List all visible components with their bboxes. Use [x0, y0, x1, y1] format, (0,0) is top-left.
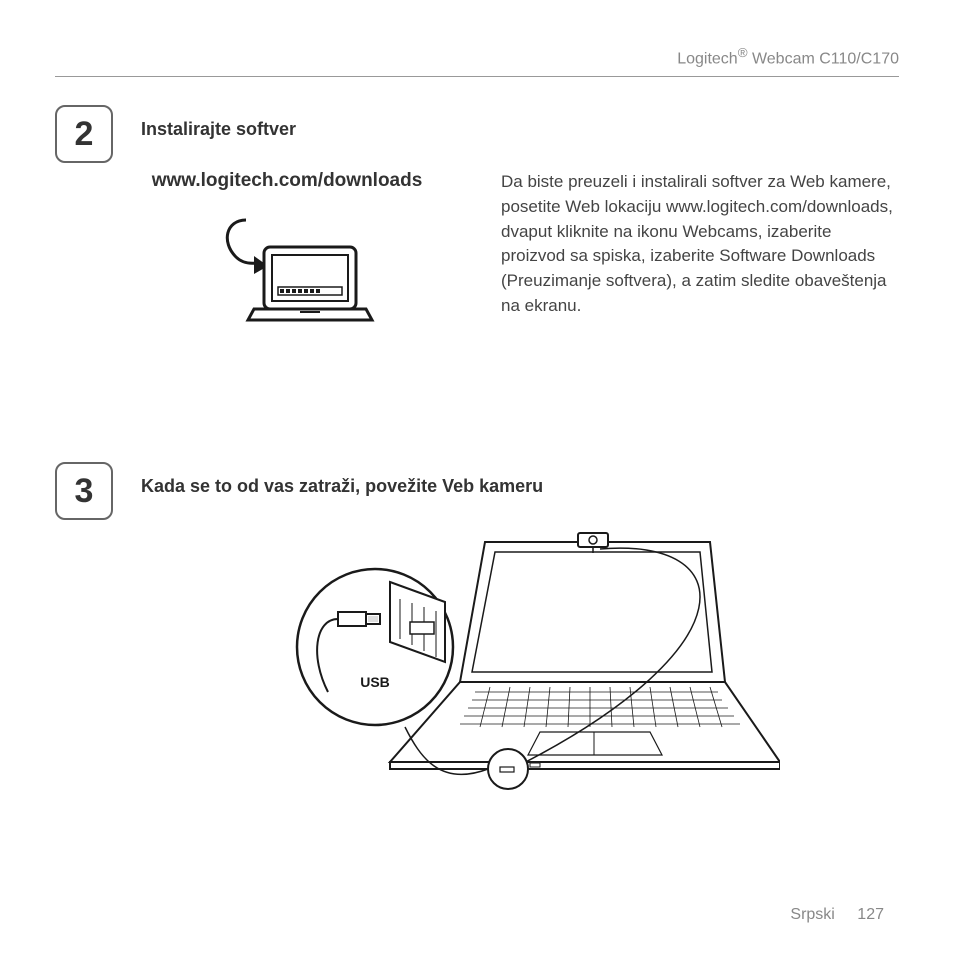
step2-description: Da biste preuzeli i instalirali softver …	[501, 170, 899, 342]
step-3: 3 Kada se to od vas zatraži, povežite Ve…	[55, 462, 899, 807]
usb-label: USB	[360, 674, 390, 690]
step-2: 2 Instalirajte softver www.logitech.com/…	[55, 105, 899, 342]
footer-lang: Srpski	[790, 906, 834, 923]
step-number-3: 3	[55, 462, 113, 520]
brand: Logitech	[677, 50, 738, 67]
download-url: www.logitech.com/downloads	[113, 170, 461, 192]
step-number-2: 2	[55, 105, 113, 163]
laptop-webcam-illustration: USB	[141, 527, 899, 807]
product: Webcam C110/C170	[748, 50, 899, 67]
page-header: Logitech® Webcam C110/C170	[55, 45, 899, 77]
step2-title: Instalirajte softver	[141, 119, 899, 140]
footer-page: 127	[857, 906, 884, 923]
step3-title: Kada se to od vas zatraži, povežite Veb …	[141, 476, 899, 497]
laptop-download-illustration	[141, 212, 461, 342]
page-footer: Srpski 127	[790, 906, 884, 924]
